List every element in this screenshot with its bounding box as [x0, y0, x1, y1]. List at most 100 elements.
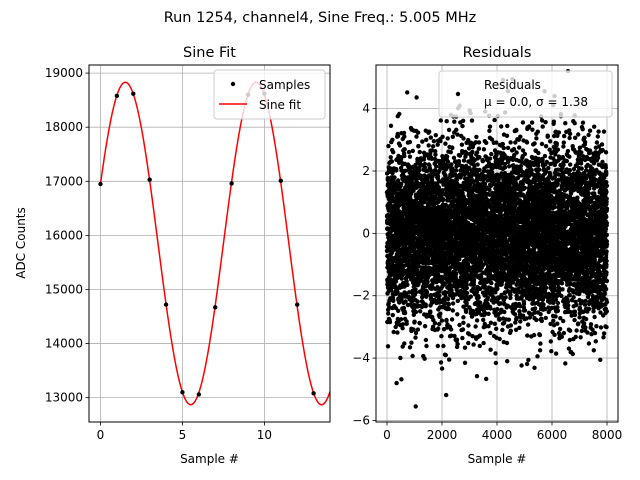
residual-point — [454, 127, 459, 132]
residual-point — [402, 153, 407, 159]
residual-point — [413, 404, 418, 409]
residual-point — [424, 343, 429, 349]
residual-point — [410, 148, 415, 154]
residual-point — [502, 309, 507, 315]
residual-point — [438, 311, 443, 316]
residual-point — [464, 300, 469, 306]
residual-point — [418, 309, 423, 314]
residual-point — [439, 366, 445, 371]
residual-point — [477, 333, 483, 338]
residual-point — [501, 145, 506, 151]
residual-point — [397, 111, 402, 117]
residual-point — [441, 343, 446, 349]
residual-point — [403, 299, 408, 304]
residual-point — [457, 322, 462, 328]
residuals-title: Residuals — [463, 45, 532, 61]
residual-point — [396, 308, 401, 313]
residual-point — [477, 300, 483, 305]
residual-point — [475, 162, 480, 167]
residual-point — [435, 343, 440, 349]
residual-point — [425, 279, 430, 284]
residual-point — [493, 360, 499, 366]
residual-point — [401, 130, 407, 136]
residual-point — [402, 341, 407, 346]
legend-samples-label: Samples — [259, 78, 310, 92]
residual-point — [444, 392, 449, 398]
sample-point — [180, 390, 185, 395]
residual-point — [450, 301, 456, 306]
residual-point — [505, 123, 510, 129]
sample-point — [295, 302, 300, 307]
residual-point — [476, 146, 482, 151]
sample-point — [213, 305, 218, 310]
residual-point — [487, 187, 492, 192]
residual-point — [422, 165, 428, 170]
residual-point — [456, 159, 462, 164]
residual-point — [452, 119, 457, 124]
residual-point — [430, 144, 436, 149]
residual-point — [414, 267, 420, 272]
residual-point — [495, 307, 500, 312]
residual-point — [413, 309, 419, 315]
residual-point — [508, 292, 513, 297]
residual-point — [500, 327, 505, 333]
residual-point — [487, 128, 492, 133]
residual-point — [445, 296, 451, 302]
sine-fit-curve-layer — [99, 81, 331, 406]
residual-point — [518, 134, 523, 139]
residual-point — [385, 344, 391, 349]
sine-fit-points-layer — [98, 91, 316, 397]
residual-point — [446, 127, 452, 133]
residual-point — [464, 290, 470, 296]
residual-point — [422, 161, 428, 167]
residual-point — [518, 163, 524, 169]
residual-point — [464, 285, 469, 291]
sine-fit-ytick-label: 19000 — [45, 66, 83, 80]
residual-point — [404, 279, 409, 284]
residual-point — [412, 319, 417, 324]
residual-point — [508, 323, 514, 328]
residual-point — [504, 133, 510, 138]
residual-point — [390, 312, 395, 318]
residual-point — [518, 304, 523, 309]
residual-point — [488, 347, 493, 352]
residual-point — [505, 359, 510, 364]
sine-fit-xtick-label: 10 — [257, 428, 272, 442]
residual-point — [504, 340, 510, 346]
residual-point — [388, 123, 394, 128]
residual-point — [399, 297, 404, 302]
residual-point — [402, 134, 407, 139]
sine-fit-curve — [99, 81, 331, 406]
residual-point — [392, 175, 397, 180]
residual-point — [474, 318, 480, 323]
residual-point — [482, 284, 487, 289]
residual-point — [460, 123, 465, 129]
residual-point — [449, 317, 455, 322]
sine-fit-chart: Sine Fit ADC Counts Sample # 0 5 101300014… — [14, 45, 331, 466]
residual-point — [444, 154, 450, 159]
residual-point — [497, 317, 502, 322]
residual-point — [417, 149, 422, 155]
residual-point — [397, 143, 403, 148]
sine-fit-ytick-label: 15000 — [45, 282, 83, 296]
residual-point — [422, 324, 428, 329]
sine-fit-xtick-label: 0 — [97, 428, 105, 442]
residual-point — [447, 357, 452, 362]
residual-point — [415, 327, 421, 332]
sample-point — [311, 391, 316, 396]
residual-point — [488, 306, 493, 311]
residual-point — [391, 150, 396, 155]
sample-point — [229, 181, 234, 186]
residual-point — [494, 326, 499, 331]
residual-point — [391, 329, 396, 335]
residual-point — [453, 168, 459, 173]
residual-point — [471, 342, 476, 347]
residual-point — [493, 351, 498, 356]
residual-point — [389, 159, 395, 164]
residual-point — [410, 353, 415, 359]
sine-fit-xlabel: Sample # — [180, 452, 239, 466]
sine-fit-legend-box — [213, 69, 326, 120]
residual-point — [390, 137, 395, 142]
residual-point — [398, 317, 404, 322]
